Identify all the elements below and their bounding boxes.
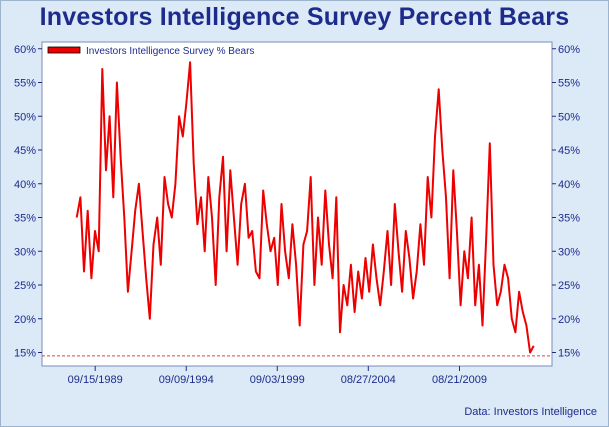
x-axis: 09/15/1989 09/09/1994 09/03/1999 08/27/2004…: [68, 366, 487, 386]
legend-label: Investors Intelligence Survey % Bears: [86, 46, 254, 57]
y-tick-label-right: 50%: [558, 111, 580, 123]
x-tick-label: 08/27/2004: [341, 374, 396, 386]
y-tick-label-left: 30%: [14, 246, 36, 258]
legend-swatch: [47, 46, 81, 54]
chart-title: Investors Intelligence Survey Percent Be…: [39, 3, 570, 31]
plot-area: [41, 41, 553, 367]
y-tick-label-right: 55%: [558, 78, 580, 90]
x-tick-label: 09/09/1994: [159, 374, 214, 386]
y-tick-label-right: 25%: [558, 280, 580, 292]
y-tick-label-right: 60%: [558, 44, 580, 56]
y-tick-label-left: 50%: [14, 111, 36, 123]
source-note: Data: Investors Intelligence: [464, 406, 597, 418]
legend: Investors Intelligence Survey % Bears: [47, 46, 254, 57]
right-y-axis: 15% 20% 25% 30% 35% 40% 45% 50% 55% 60%: [552, 44, 580, 360]
bears-series-line: [75, 61, 535, 354]
y-tick-label-right: 15%: [558, 348, 580, 360]
y-tick-label-left: 55%: [14, 78, 36, 90]
x-tick-label: 08/21/2009: [432, 374, 487, 386]
y-tick-label-left: 40%: [14, 179, 36, 191]
y-tick-label-right: 30%: [558, 246, 580, 258]
x-tick-label: 09/03/1999: [250, 374, 305, 386]
y-tick-label-left: 20%: [14, 314, 36, 326]
x-tick-label: 09/15/1989: [68, 374, 123, 386]
y-tick-label-left: 35%: [14, 213, 36, 225]
y-tick-label-right: 35%: [558, 213, 580, 225]
y-tick-label-left: 15%: [14, 348, 36, 360]
left-y-axis: 15% 20% 25% 30% 35% 40% 45% 50% 55% 60%: [14, 44, 42, 360]
y-tick-label-left: 45%: [14, 145, 36, 157]
y-tick-label-right: 40%: [558, 179, 580, 191]
y-tick-label-left: 60%: [14, 44, 36, 56]
y-tick-label-right: 45%: [558, 145, 580, 157]
y-tick-label-right: 20%: [558, 314, 580, 326]
y-tick-label-left: 25%: [14, 280, 36, 292]
